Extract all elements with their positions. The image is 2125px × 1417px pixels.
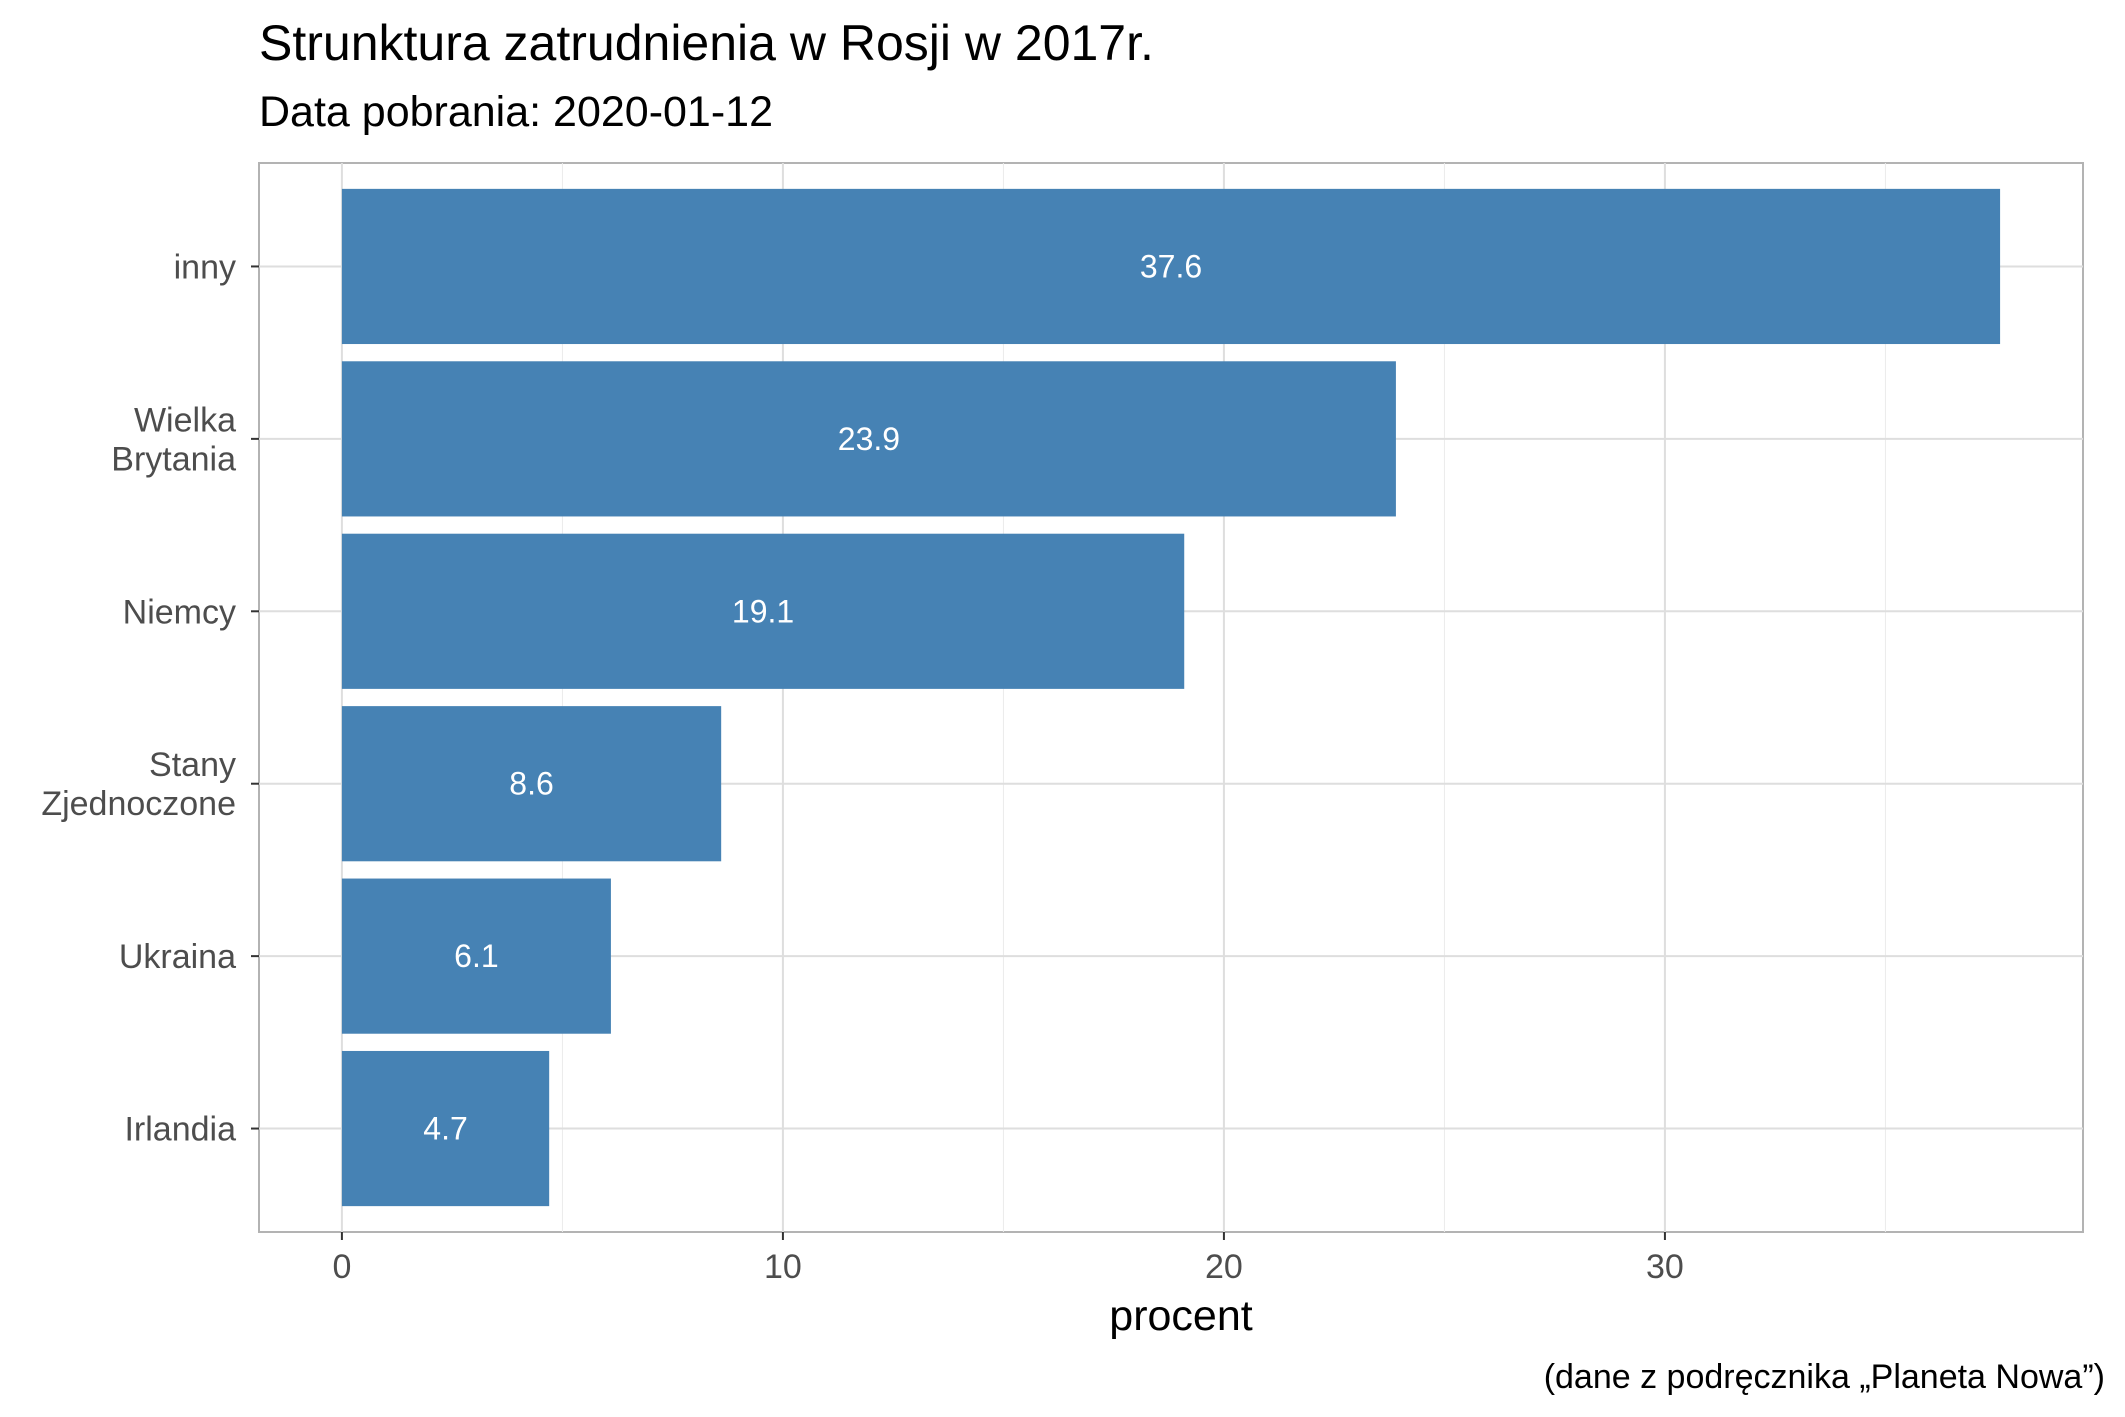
- y-tick-label-line: Zjednoczone: [41, 785, 236, 823]
- data-label: 8.6: [509, 766, 553, 802]
- bar: [341, 1050, 550, 1207]
- chart-title: Strunktura zatrudnienia w Rosji w 2017r.: [259, 15, 1154, 71]
- data-labels-layer: 37.6 23.9 19.1 8.6 6.1 4.7: [423, 248, 1202, 1146]
- x-tick-label: 30: [1646, 1248, 1684, 1286]
- y-tick-label-line: Wielka: [134, 401, 236, 439]
- data-label: 19.1: [732, 593, 794, 629]
- data-label: 6.1: [454, 938, 498, 974]
- y-tick-label: Stany Zjednoczone: [41, 746, 236, 823]
- data-label: 4.7: [423, 1111, 467, 1147]
- bar: [341, 188, 2001, 345]
- y-tick-label-line: inny: [174, 248, 236, 286]
- chart-subtitle: Data pobrania: 2020-01-12: [259, 88, 773, 136]
- x-axis-title: procent: [1109, 1292, 1252, 1340]
- y-tick-label: inny: [174, 248, 236, 286]
- y-tick-label: Irlandia: [124, 1111, 236, 1149]
- chart-caption: (dane z podręcznika „Planeta Nowa”): [1543, 1358, 2105, 1396]
- x-tick-label: 0: [332, 1248, 351, 1286]
- y-tick-label: Wielka Brytania: [111, 401, 236, 478]
- y-tick-label: Ukraina: [119, 938, 236, 976]
- bar: [341, 878, 611, 1034]
- x-tick-label: 10: [764, 1248, 802, 1286]
- bars-layer: [341, 188, 2001, 1207]
- y-tick-label-line: Stany: [149, 746, 236, 784]
- y-tick-label-line: Irlandia: [124, 1111, 236, 1149]
- y-tick-label-line: Ukraina: [119, 938, 236, 976]
- bar: [341, 361, 1396, 517]
- bar: [341, 533, 1185, 689]
- y-tick-label-line: Niemcy: [123, 593, 236, 631]
- bar: [341, 706, 722, 862]
- data-label: 23.9: [838, 421, 900, 457]
- x-axis: 0 10 20 30: [332, 1232, 1684, 1286]
- data-label: 37.6: [1140, 248, 1202, 284]
- y-axis: inny Wielka Brytania Niemcy Stany Zjednoczone…: [41, 248, 259, 1149]
- y-tick-label: Niemcy: [123, 593, 236, 631]
- y-tick-label-line: Brytania: [111, 440, 236, 478]
- x-tick-label: 20: [1205, 1248, 1243, 1286]
